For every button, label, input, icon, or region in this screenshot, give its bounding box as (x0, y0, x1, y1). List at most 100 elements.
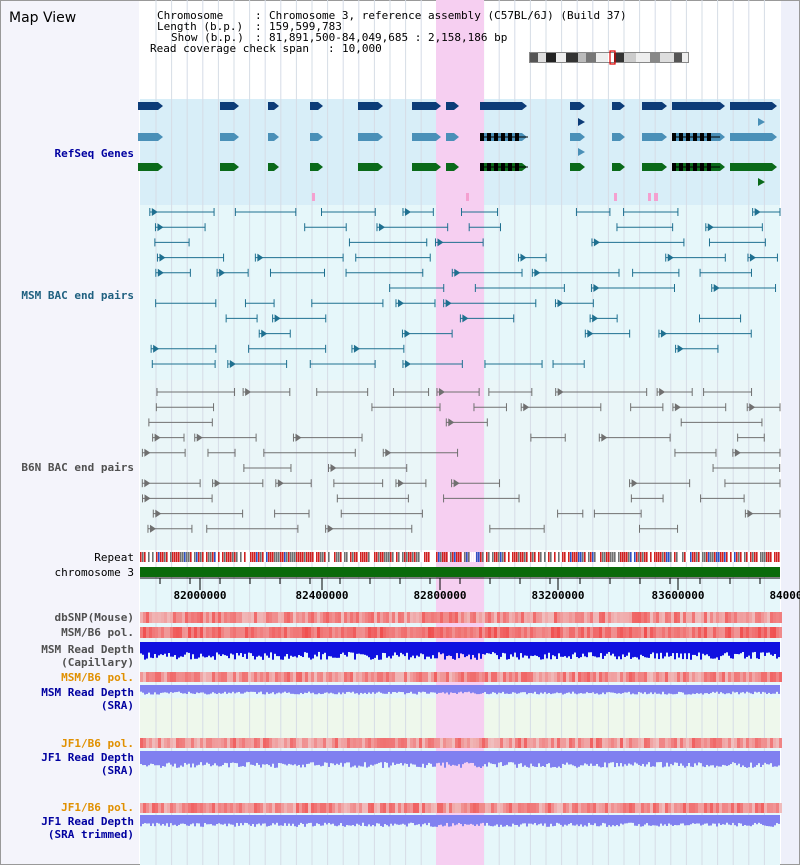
track-label-msm-depth-cap[interactable]: MSM Read Depth (41, 643, 134, 656)
read-depth-bar (390, 685, 392, 694)
track-label-b6n-bac[interactable]: B6N BAC end pairs (21, 461, 134, 474)
repeat-feature (758, 552, 760, 562)
polymorphism-cell (617, 803, 620, 813)
polymorphism-cell (272, 803, 275, 813)
read-depth-bar (572, 642, 574, 655)
track-label-jf1-b6-pol-2[interactable]: JF1/B6 pol. (61, 801, 134, 814)
polymorphism-cell (359, 612, 362, 623)
read-depth-bar (676, 815, 678, 826)
ideogram-band (556, 53, 566, 62)
repeat-feature (162, 552, 164, 562)
read-depth-bar (658, 815, 660, 827)
repeat-feature (670, 552, 672, 562)
polymorphism-cell (350, 627, 353, 638)
polymorphism-cell (737, 672, 740, 682)
polymorphism-cell (446, 612, 449, 623)
read-depth-bar (448, 642, 450, 656)
polymorphism-cell (308, 627, 311, 638)
read-depth-bar (394, 751, 396, 765)
polymorphism-cell (710, 738, 713, 748)
read-depth-bar (486, 685, 488, 694)
read-depth-bar (308, 815, 310, 824)
track-label-dbsnp[interactable]: dbSNP(Mouse) (54, 611, 134, 624)
track-label-refseq[interactable]: RefSeq Genes (54, 147, 134, 160)
read-depth-bar (146, 815, 148, 824)
read-depth-bar (202, 815, 204, 827)
read-depth-bar (572, 751, 574, 766)
track-label-msm-depth-sra[interactable]: MSM Read Depth (41, 686, 134, 699)
polymorphism-cell (404, 627, 407, 638)
track-label-jf1-b6-pol[interactable]: JF1/B6 pol. (61, 737, 134, 750)
read-depth-bar (262, 815, 264, 824)
read-depth-bar (552, 815, 554, 827)
read-depth-bar (676, 642, 678, 654)
read-depth-bar (228, 685, 230, 693)
read-depth-bar (666, 815, 668, 827)
track-label-chromosome[interactable]: chromosome 3 (54, 566, 134, 579)
repeat-feature (686, 552, 688, 562)
read-depth-bar (290, 685, 292, 694)
polymorphism-cell (320, 672, 323, 682)
polymorphism-cell (476, 627, 479, 638)
read-depth-bar (420, 685, 422, 693)
read-depth-bar (274, 642, 276, 654)
read-depth-bar (582, 815, 584, 827)
read-depth-bar (282, 642, 284, 660)
track-label-jf1-depth-sra[interactable]: JF1 Read Depth (41, 751, 134, 764)
polymorphism-cell (566, 627, 569, 638)
track-label-msm-b6-pol-sra[interactable]: MSM/B6 pol. (61, 671, 134, 684)
polymorphism-cell (335, 803, 338, 813)
read-depth-bar (148, 685, 150, 693)
polymorphism-cell (479, 627, 482, 638)
read-depth-bar (554, 642, 556, 657)
read-depth-bar (352, 751, 354, 767)
polymorphism-cell (407, 672, 410, 682)
track-label-msm-bac[interactable]: MSM BAC end pairs (21, 289, 134, 302)
read-depth-bar (438, 642, 440, 653)
read-depth-bar (298, 685, 300, 695)
polymorphism-cell (212, 612, 215, 623)
polymorphism-cell (527, 738, 530, 748)
polymorphism-cell (332, 612, 335, 623)
read-depth-bar (348, 751, 350, 763)
read-depth-bar (644, 751, 646, 767)
read-depth-bar (704, 685, 706, 694)
read-depth-bar (516, 642, 518, 658)
polymorphism-cell (761, 672, 764, 682)
repeat-feature (226, 552, 228, 562)
polymorphism-cell (755, 612, 758, 623)
repeat-feature (426, 552, 428, 562)
polymorphism-cell (539, 627, 542, 638)
read-depth-bar (732, 751, 734, 763)
polymorphism-cell (467, 627, 470, 638)
track-label-jf1-depth-trim[interactable]: JF1 Read Depth (41, 815, 134, 828)
polymorphism-cell (167, 627, 170, 638)
read-depth-bar (176, 685, 178, 693)
read-depth-bar (218, 751, 220, 767)
read-depth-bar (422, 815, 424, 825)
read-depth-bar (716, 751, 718, 766)
polymorphism-cell (356, 612, 359, 623)
polymorphism-cell (539, 738, 542, 748)
polymorphism-cell (752, 738, 755, 748)
read-depth-bar (746, 685, 748, 692)
read-depth-bar (620, 815, 622, 824)
polymorphism-cell (296, 627, 299, 638)
read-depth-bar (372, 685, 374, 693)
polymorphism-cell (773, 627, 776, 638)
repeat-feature (288, 552, 290, 562)
read-depth-bar (458, 642, 460, 659)
polymorphism-cell (272, 738, 275, 748)
repeat-feature (286, 552, 288, 562)
polymorphism-cell (656, 672, 659, 682)
polymorphism-cell (416, 627, 419, 638)
track-label-repeat[interactable]: Repeat (94, 551, 134, 564)
read-depth-bar (196, 685, 198, 693)
track-label-msm-b6-pol[interactable]: MSM/B6 pol. (61, 626, 134, 639)
repeat-feature (694, 552, 696, 562)
polymorphism-cell (530, 627, 533, 638)
read-depth-bar (708, 751, 710, 767)
read-depth-bar (170, 751, 172, 765)
polymorphism-cell (734, 672, 737, 682)
